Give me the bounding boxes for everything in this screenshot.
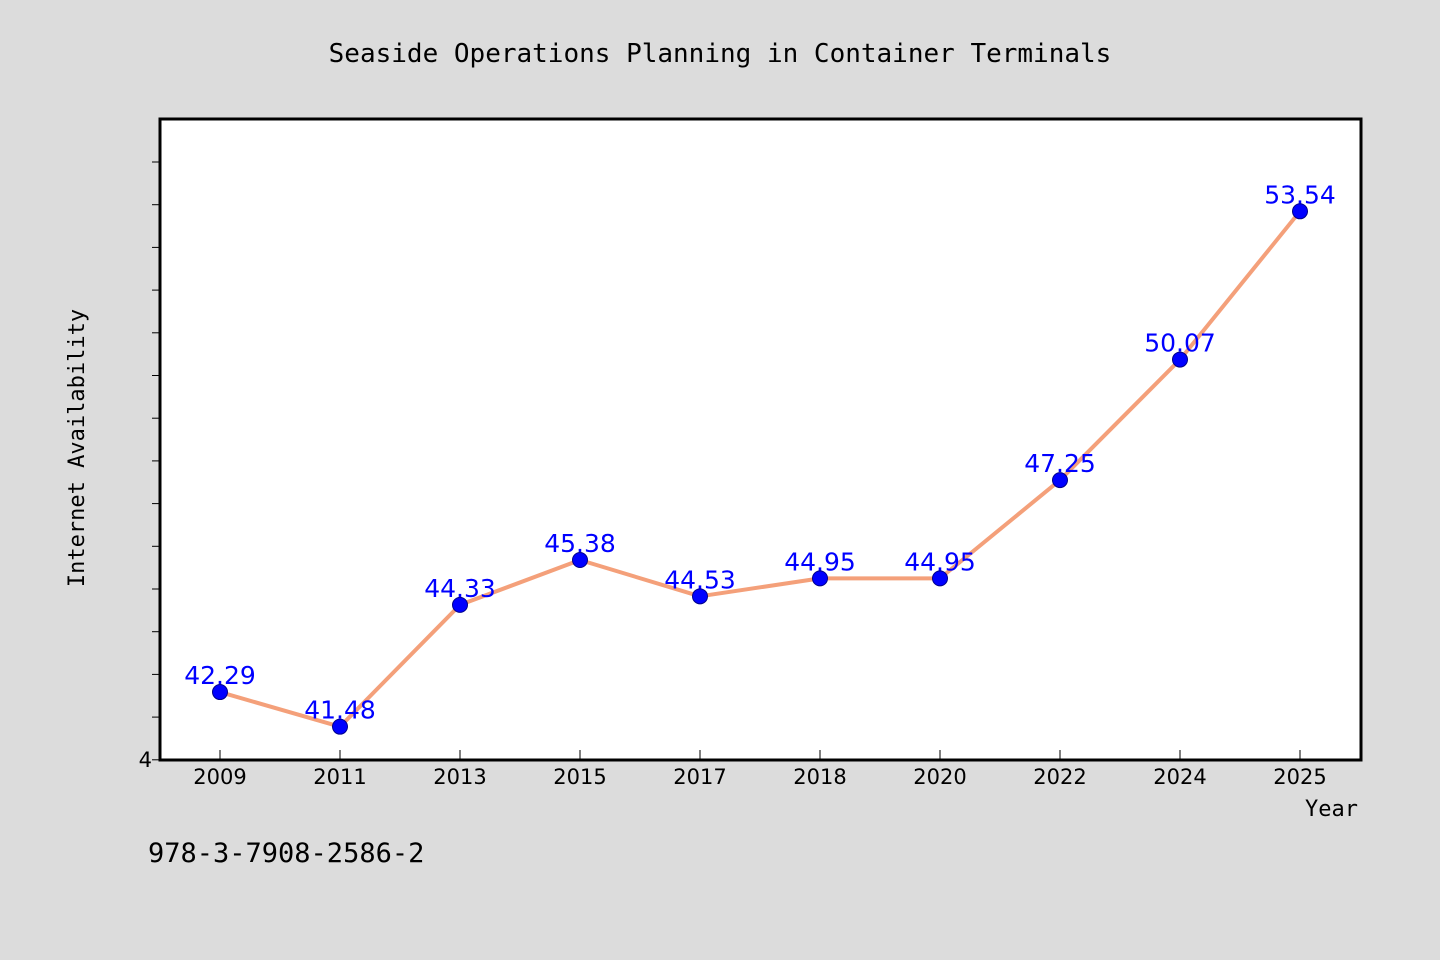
x-tick-label: 2024	[1153, 765, 1206, 789]
data-labels: 42.29 41.48 44.33 45.38 44.53 44.95 44.95 47.25…	[184, 180, 1336, 724]
x-tick-labels: 2009 2011 2013 2015 2017 2018 2020 2022 2024 2025	[193, 765, 1326, 789]
data-point-label: 41.48	[304, 696, 376, 725]
x-axis-title: Year	[1305, 797, 1358, 822]
series-line	[219, 210, 1302, 729]
data-point-label: 44.53	[664, 565, 736, 594]
data-point-marker	[572, 552, 588, 569]
x-tick-label: 2025	[1273, 765, 1326, 789]
x-axis-ticks	[219, 750, 1301, 760]
data-point-marker	[932, 570, 948, 587]
data-point-label: 53.54	[1264, 180, 1336, 209]
data-point-marker	[1052, 472, 1068, 489]
data-point-label: 50.07	[1144, 329, 1216, 358]
data-point-marker	[212, 684, 228, 701]
data-point-label: 44.95	[784, 547, 856, 576]
x-tick-label: 2009	[193, 765, 246, 789]
data-markers	[212, 203, 1308, 735]
data-point-marker	[692, 588, 708, 605]
x-tick-label: 2017	[673, 765, 726, 789]
x-tick-label: 2015	[553, 765, 606, 789]
data-point-marker	[332, 718, 348, 735]
data-point-marker	[812, 570, 828, 587]
data-point-label: 42.29	[184, 661, 256, 690]
y-axis-title: Internet Availability	[65, 309, 90, 587]
x-tick-label: 2022	[1033, 765, 1086, 789]
data-point-marker	[1172, 351, 1188, 368]
data-point-label: 44.95	[904, 547, 976, 576]
x-tick-label: 2011	[313, 765, 366, 789]
isbn-footer: 978-3-7908-2586-2	[148, 838, 424, 869]
data-point-label: 45.38	[544, 529, 616, 558]
y-tick-label: 4	[139, 748, 152, 772]
x-tick-label: 2020	[913, 765, 966, 789]
plot-area	[160, 119, 1361, 760]
plot-frame	[158, 117, 1363, 762]
data-point-marker	[452, 596, 468, 613]
x-tick-label: 2018	[793, 765, 846, 789]
data-point-label: 47.25	[1024, 449, 1096, 478]
data-point-label: 44.33	[424, 574, 496, 603]
data-point-marker	[1292, 203, 1308, 220]
chart-title: Seaside Operations Planning in Container…	[329, 39, 1112, 69]
x-tick-label: 2013	[433, 765, 486, 789]
